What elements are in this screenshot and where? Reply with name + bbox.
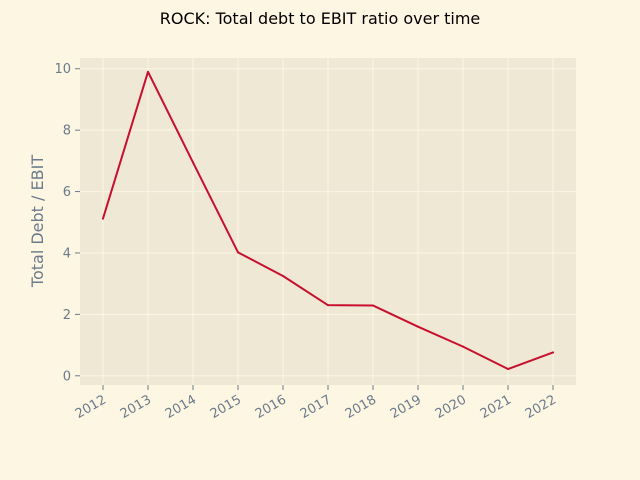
data-point bbox=[237, 251, 239, 254]
y-tick-label: 8 bbox=[63, 124, 71, 139]
data-point bbox=[462, 345, 464, 348]
data-point bbox=[192, 161, 194, 164]
data-point bbox=[147, 70, 149, 73]
y-tick-label: 4 bbox=[63, 246, 71, 261]
data-point bbox=[417, 325, 419, 328]
y-tick-label: 0 bbox=[63, 369, 71, 384]
grid bbox=[80, 58, 576, 385]
y-tick-label: 2 bbox=[63, 308, 71, 323]
y-tick-label: 10 bbox=[54, 62, 71, 77]
data-point bbox=[507, 368, 509, 371]
data-point bbox=[552, 351, 554, 354]
data-point bbox=[102, 217, 104, 220]
y-axis-label: Total Debt / EBIT bbox=[28, 155, 47, 288]
data-point bbox=[327, 304, 329, 307]
chart-title: ROCK: Total debt to EBIT ratio over time bbox=[160, 9, 481, 28]
y-axis: 0 2 4 6 8 10 bbox=[54, 62, 80, 384]
data-point bbox=[372, 304, 374, 307]
data-point bbox=[282, 275, 284, 277]
series-layer bbox=[102, 70, 554, 371]
y-tick-label: 6 bbox=[63, 185, 71, 200]
